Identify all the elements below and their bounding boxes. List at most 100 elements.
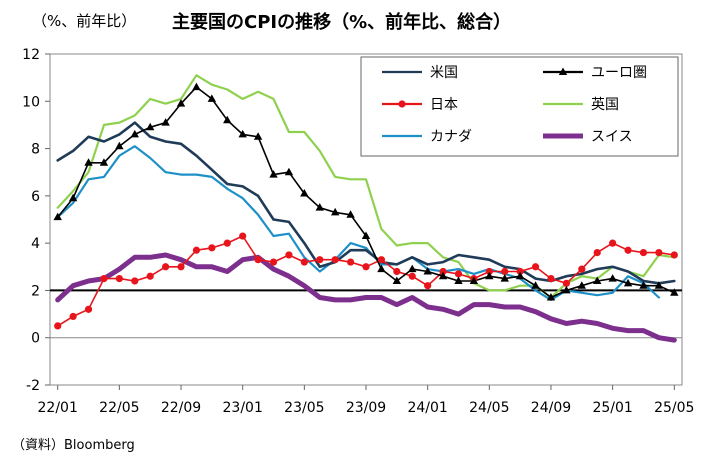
data-point-ユーロ圏 bbox=[500, 274, 509, 282]
data-point-ユーロ圏 bbox=[577, 281, 587, 289]
x-tick-label: 23/01 bbox=[223, 400, 263, 416]
x-tick-label: 22/09 bbox=[161, 400, 201, 416]
data-point-日本 bbox=[269, 258, 278, 266]
x-tick-label: 24/05 bbox=[469, 400, 509, 416]
data-point-日本 bbox=[285, 251, 293, 259]
data-point-ユーロ圏 bbox=[438, 271, 448, 280]
data-point-ユーロ圏 bbox=[99, 158, 109, 166]
data-point-ユーロ圏 bbox=[608, 274, 617, 282]
data-point-日本 bbox=[454, 270, 463, 278]
data-point-日本 bbox=[531, 263, 540, 271]
series-line-スイス bbox=[55, 252, 677, 343]
x-tick-label: 25/01 bbox=[592, 400, 632, 416]
data-point-日本 bbox=[115, 275, 123, 283]
series-line-米国 bbox=[56, 121, 676, 285]
data-point-ユーロ圏 bbox=[670, 288, 679, 296]
legend-marker-日本 bbox=[398, 100, 406, 108]
data-point-日本 bbox=[316, 256, 324, 264]
data-point-ユーロ圏 bbox=[562, 285, 571, 294]
data-point-日本 bbox=[146, 272, 154, 280]
series-line-英国 bbox=[56, 74, 676, 299]
data-point-ユーロ圏 bbox=[130, 129, 139, 138]
data-point-日本 bbox=[439, 267, 447, 276]
data-point-日本 bbox=[501, 267, 509, 276]
data-point-ユーロ圏 bbox=[115, 141, 124, 150]
legend-marker-ユーロ圏 bbox=[558, 67, 568, 75]
x-tick-label: 23/09 bbox=[346, 400, 386, 416]
data-point-日本 bbox=[609, 239, 617, 247]
y-tick-label: 6 bbox=[31, 189, 40, 205]
data-point-ユーロ圏 bbox=[84, 158, 93, 166]
data-point-ユーロ圏 bbox=[223, 115, 232, 124]
data-point-日本 bbox=[424, 282, 432, 290]
data-point-日本 bbox=[485, 267, 493, 276]
data-point-ユーロ圏 bbox=[593, 276, 602, 284]
data-point-ユーロ圏 bbox=[377, 264, 386, 273]
x-tick-label: 22/05 bbox=[99, 400, 139, 416]
x-tick-label: 24/09 bbox=[531, 400, 571, 416]
data-point-ユーロ圏 bbox=[469, 276, 479, 284]
legend-box bbox=[360, 56, 679, 157]
data-point-日本 bbox=[54, 322, 62, 330]
x-tick-label: 22/01 bbox=[38, 400, 78, 416]
data-point-ユーロ圏 bbox=[346, 210, 355, 218]
source-note: （資料）Bloomberg bbox=[12, 438, 135, 453]
x-tick-label: 23/05 bbox=[284, 400, 324, 416]
data-point-日本 bbox=[593, 249, 601, 257]
legend-label-スイス: スイス bbox=[591, 129, 633, 145]
legend-label-ユーロ圏: ユーロ圏 bbox=[591, 65, 647, 81]
data-point-日本 bbox=[100, 275, 108, 283]
data-point-日本 bbox=[239, 232, 247, 240]
data-point-ユーロ圏 bbox=[654, 281, 664, 289]
data-point-日本 bbox=[300, 258, 308, 266]
data-point-ユーロ圏 bbox=[408, 264, 417, 273]
data-point-ユーロ圏 bbox=[300, 188, 309, 197]
data-point-日本 bbox=[331, 256, 339, 264]
data-point-日本 bbox=[162, 263, 170, 271]
x-tick-label: 25/05 bbox=[654, 400, 694, 416]
data-point-ユーロ圏 bbox=[53, 212, 62, 221]
y-tick-label: 4 bbox=[31, 236, 40, 252]
data-point-ユーロ圏 bbox=[639, 281, 648, 289]
data-point-日本 bbox=[177, 263, 185, 271]
data-point-ユーロ圏 bbox=[623, 278, 633, 287]
data-point-日本 bbox=[192, 246, 201, 254]
data-point-ユーロ圏 bbox=[423, 267, 432, 275]
data-point-ユーロ圏 bbox=[238, 129, 247, 138]
y-tick-label: 8 bbox=[31, 142, 40, 158]
data-point-日本 bbox=[655, 249, 663, 257]
data-point-日本 bbox=[670, 251, 678, 259]
data-point-日本 bbox=[393, 267, 401, 276]
data-point-ユーロ圏 bbox=[207, 94, 217, 102]
data-point-ユーロ圏 bbox=[330, 207, 340, 216]
data-point-日本 bbox=[254, 256, 262, 264]
data-point-ユーロ圏 bbox=[515, 271, 525, 280]
data-point-日本 bbox=[208, 244, 216, 252]
legend-label-英国: 英国 bbox=[591, 96, 619, 113]
data-point-日本 bbox=[562, 279, 570, 287]
data-point-日本 bbox=[408, 272, 416, 280]
y-tick-label: 10 bbox=[22, 94, 40, 110]
data-point-日本 bbox=[362, 263, 370, 271]
data-point-日本 bbox=[547, 275, 555, 283]
data-point-日本 bbox=[516, 267, 524, 276]
legend-label-カナダ: カナダ bbox=[430, 129, 472, 145]
data-point-ユーロ圏 bbox=[284, 167, 294, 176]
data-point-ユーロ圏 bbox=[161, 118, 170, 126]
units-label: （%、前年比） bbox=[32, 12, 137, 30]
data-point-ユーロ圏 bbox=[269, 170, 278, 178]
chart-title: 主要国のCPIの推移（%、前年比、総合） bbox=[172, 12, 512, 33]
series-line-カナダ bbox=[56, 145, 660, 301]
data-point-日本 bbox=[131, 277, 139, 285]
y-tick-label: 12 bbox=[22, 47, 40, 63]
data-point-日本 bbox=[223, 239, 231, 247]
data-point-ユーロ圏 bbox=[361, 231, 371, 240]
data-point-日本 bbox=[624, 246, 632, 254]
data-point-ユーロ圏 bbox=[531, 281, 540, 289]
data-point-日本 bbox=[84, 305, 93, 313]
data-point-日本 bbox=[346, 258, 355, 266]
x-tick-label: 24/01 bbox=[407, 400, 447, 416]
data-point-ユーロ圏 bbox=[454, 276, 463, 284]
data-point-日本 bbox=[69, 312, 77, 321]
